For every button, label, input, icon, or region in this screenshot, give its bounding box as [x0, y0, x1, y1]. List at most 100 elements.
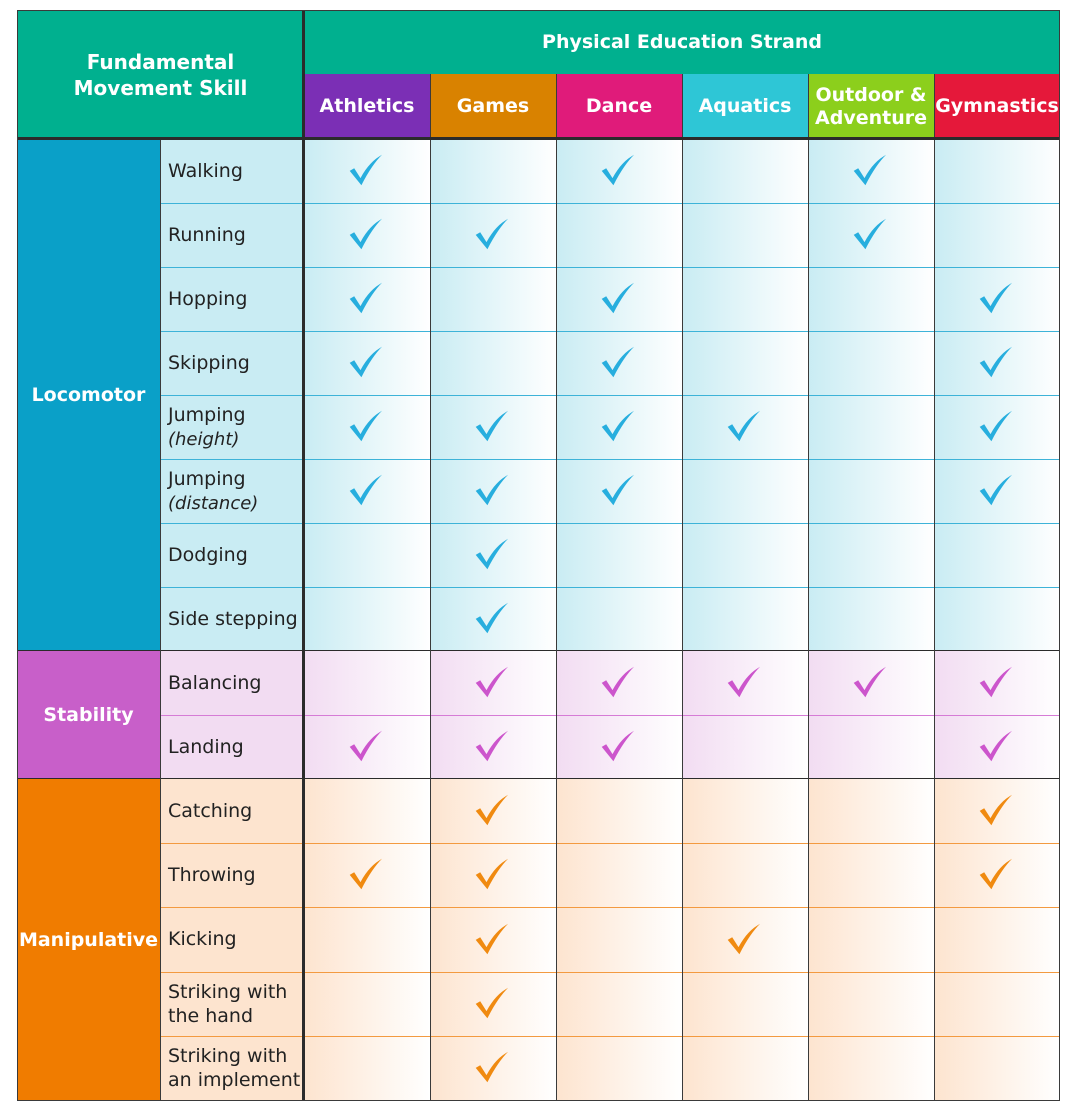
row-divider [160, 1035, 1060, 1037]
check-icon [727, 410, 761, 442]
skill-side-stepping: Side stepping [160, 587, 304, 651]
skill-label: Catching [168, 800, 253, 823]
skill-label: Striking with an implement [168, 1044, 301, 1091]
skill-label: Side stepping [168, 608, 298, 630]
check-icon [475, 730, 509, 762]
skill-label: Dodging [168, 544, 248, 566]
skill-landing: Landing [160, 715, 304, 779]
physical-education-strand-header: Physical Education Strand [304, 10, 1060, 74]
check-icon [979, 410, 1013, 442]
row-divider [160, 459, 1060, 460]
strand-header-outdoor-adventure: Outdoor & Adventure [808, 74, 934, 139]
row-divider [160, 395, 1060, 396]
row-divider [160, 971, 1060, 973]
check-icon [349, 282, 383, 314]
skill-jumping-height: Jumping (height) [160, 395, 304, 459]
row-divider [160, 843, 1060, 845]
strand-header-athletics: Athletics [304, 74, 430, 139]
skill-label: Landing [168, 736, 244, 758]
check-icon [475, 1051, 509, 1083]
column-divider [808, 74, 809, 1101]
skill-label: Throwing [168, 864, 256, 887]
check-icon [601, 474, 635, 506]
check-icon [979, 346, 1013, 378]
check-icon [349, 858, 383, 890]
row-divider [160, 715, 1060, 716]
check-icon [349, 410, 383, 442]
skill-dodging: Dodging [160, 523, 304, 587]
check-icon [475, 410, 509, 442]
check-icon [601, 154, 635, 186]
check-icon [979, 282, 1013, 314]
check-icon [979, 858, 1013, 890]
check-icon [601, 730, 635, 762]
check-icon [853, 666, 887, 698]
row-divider [160, 907, 1060, 909]
skill-label: Jumping [168, 467, 246, 490]
column-divider [556, 74, 557, 1101]
row-divider [160, 203, 1060, 204]
strand-header-aquatics: Aquatics [682, 74, 808, 139]
check-icon [979, 666, 1013, 698]
skill-label: Running [168, 224, 246, 246]
row-divider [160, 587, 1060, 588]
strand-header-dance: Dance [556, 74, 682, 139]
skill-hopping: Hopping [160, 267, 304, 331]
check-icon [853, 154, 887, 186]
movement-skills-table: Fundamental Movement Skill Physical Educ… [17, 10, 1060, 1101]
skill-label: Kicking [168, 928, 237, 951]
skill-label: Striking with the hand [168, 980, 288, 1027]
check-icon [475, 474, 509, 506]
skill-label: Walking [168, 160, 243, 182]
check-icon [475, 602, 509, 634]
skill-label: Balancing [168, 672, 262, 694]
check-icon [601, 346, 635, 378]
row-divider [160, 267, 1060, 268]
check-icon [601, 666, 635, 698]
skill-running: Running [160, 203, 304, 267]
check-icon [853, 218, 887, 250]
check-icon [727, 666, 761, 698]
check-icon [727, 923, 761, 954]
category-locomotor: Locomotor [17, 139, 160, 651]
check-icon [979, 474, 1013, 506]
skill-walking: Walking [160, 139, 304, 203]
fundamental-movement-skill-header: Fundamental Movement Skill [17, 10, 304, 139]
column-divider [682, 74, 683, 1101]
check-icon [475, 987, 509, 1018]
strand-header-games: Games [430, 74, 556, 139]
check-icon [349, 154, 383, 186]
check-icon [979, 794, 1013, 826]
skill-balancing: Balancing [160, 651, 304, 715]
check-icon [601, 410, 635, 442]
category-manipulative: Manipulative [17, 779, 160, 1100]
skill-skipping: Skipping [160, 331, 304, 395]
skill-qualifier: (distance) [168, 492, 259, 514]
skill-jumping-distance: Jumping (distance) [160, 459, 304, 523]
header-divider [17, 137, 1060, 140]
row-divider [160, 331, 1060, 332]
skill-throwing: Throwing [160, 843, 304, 908]
check-icon [349, 346, 383, 378]
check-icon [349, 730, 383, 762]
column-divider [302, 10, 305, 1101]
check-icon [475, 666, 509, 698]
skill-label: Hopping [168, 288, 248, 310]
check-icon [475, 923, 509, 954]
category-stability: Stability [17, 651, 160, 779]
strand-header-gymnastics: Gymnastics [934, 74, 1060, 139]
skill-column-divider [160, 139, 161, 1101]
check-icon [475, 538, 509, 570]
column-divider [430, 74, 431, 1101]
check-icon [475, 858, 509, 890]
check-icon [475, 218, 509, 250]
table-border [17, 10, 1060, 1101]
skill-catching: Catching [160, 779, 304, 844]
skill-striking-with-an-implement: Striking with an implement [160, 1035, 304, 1100]
skill-striking-with-the-hand: Striking with the hand [160, 971, 304, 1036]
skill-qualifier: (height) [168, 428, 240, 450]
check-icon [979, 730, 1013, 762]
skill-label: Jumping [168, 403, 246, 426]
row-divider [160, 523, 1060, 524]
check-icon [601, 282, 635, 314]
